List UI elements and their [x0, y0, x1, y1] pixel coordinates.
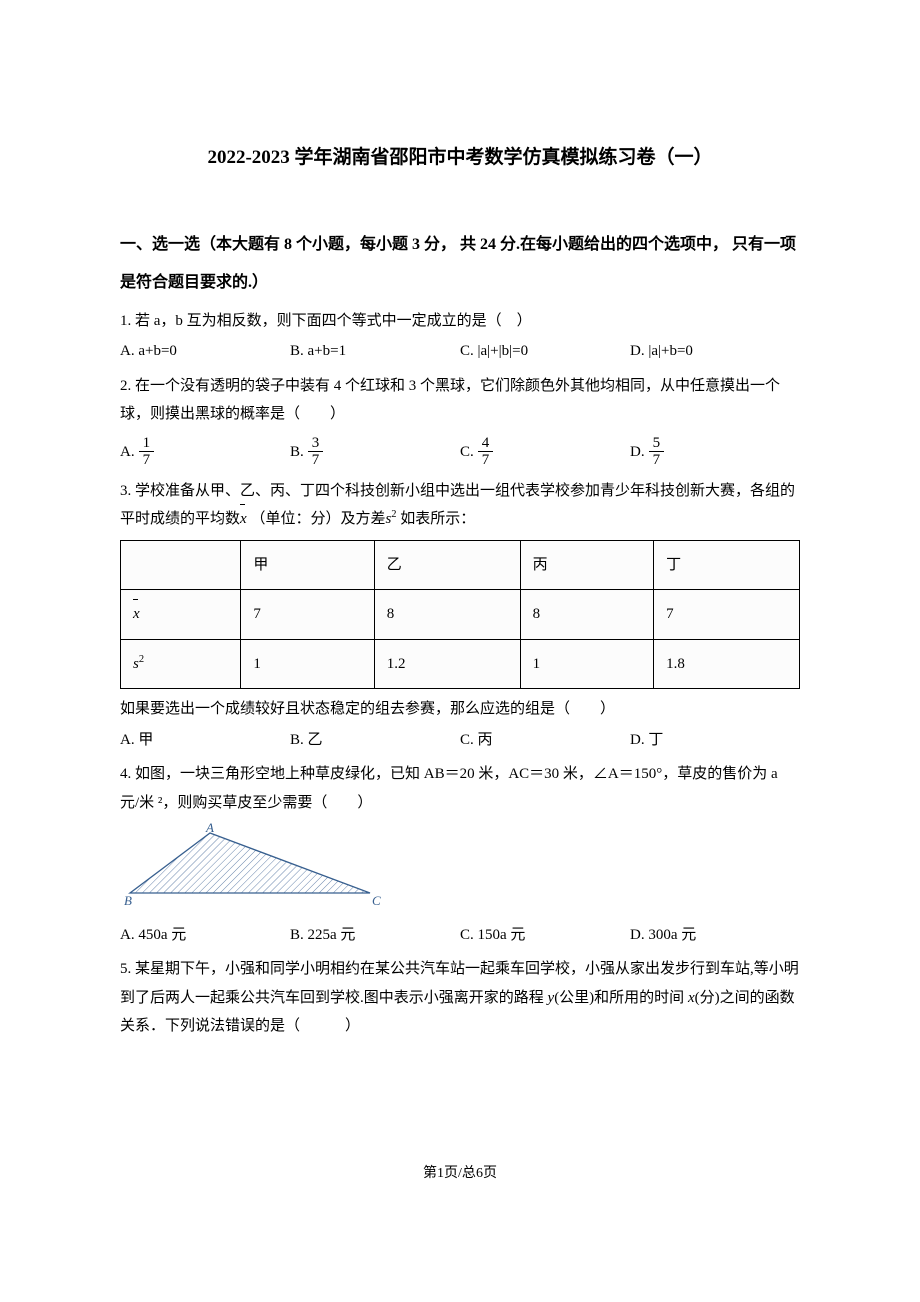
section-1-heading: 一、选一选（本大题有 8 个小题，每小题 3 分， 共 24 分.在每小题给出的… — [120, 226, 800, 303]
q5-stem-mid: (公里)和所用的时间 — [554, 990, 688, 1006]
question-4-options: A. 450a 元 B. 225a 元 C. 150a 元 D. 300a 元 — [120, 921, 800, 950]
q2-opt-a-label: A. — [120, 438, 135, 467]
table-row: x 7 8 8 7 — [121, 590, 800, 640]
q1-opt-a: A. a+b=0 — [120, 337, 290, 366]
q3-opt-d: D. 丁 — [630, 726, 800, 755]
question-3-stem2: 如果要选出一个成绩较好且状态稳定的组去参赛，那么应选的组是（ ） — [120, 695, 800, 724]
question-1-options: A. a+b=0 B. a+b=1 C. |a|+|b|=0 D. |a|+b=… — [120, 337, 800, 366]
q2-opt-b-label: B. — [290, 438, 304, 467]
footer-total: 6 — [476, 1166, 483, 1181]
q4-opt-b: B. 225a 元 — [290, 921, 460, 950]
q2-opt-c: C. 4 7 — [460, 435, 630, 469]
q1-opt-c: C. |a|+|b|=0 — [460, 337, 630, 366]
exam-page: 2022-2023 学年湖南省邵阳市中考数学仿真模拟练习卷（一） 一、选一选（本… — [0, 0, 920, 1247]
question-2-options: A. 1 7 B. 3 7 C. 4 7 D. 5 7 — [120, 435, 800, 469]
fraction: 5 7 — [649, 435, 665, 469]
q2-opt-b: B. 3 7 — [290, 435, 460, 469]
triangle-icon: A B C — [120, 823, 390, 908]
td: 8 — [520, 590, 653, 640]
td: 1.2 — [374, 639, 520, 689]
fraction-den: 7 — [478, 452, 494, 469]
q3-data-table: 甲 乙 丙 丁 x 7 8 8 7 s2 1 1.2 1 1.8 — [120, 540, 800, 690]
question-1-stem: 1. 若 a，b 互为相反数，则下面四个等式中一定成立的是（ ） — [120, 307, 800, 336]
q2-opt-d: D. 5 7 — [630, 435, 800, 469]
footer-page: 1 — [437, 1166, 444, 1181]
question-5-stem: 5. 某星期下午，小强和同学小明相约在某公共汽车站一起乘车回学校，小强从家出发步… — [120, 955, 800, 1041]
fraction-den: 7 — [649, 452, 665, 469]
x-var: x — [688, 990, 695, 1006]
triangle-C-label: C — [372, 893, 381, 908]
th-bing: 丙 — [520, 540, 653, 590]
fraction-den: 7 — [139, 452, 155, 469]
q4-opt-d: D. 300a 元 — [630, 921, 800, 950]
triangle-A-label: A — [205, 823, 214, 835]
page-footer: 第1页/总6页 — [120, 1161, 800, 1188]
fraction-num: 5 — [649, 435, 665, 453]
td: 8 — [374, 590, 520, 640]
td-xbar: x — [121, 590, 241, 640]
question-3-options: A. 甲 B. 乙 C. 丙 D. 丁 — [120, 726, 800, 755]
q3-opt-c: C. 丙 — [460, 726, 630, 755]
fraction-num: 1 — [139, 435, 155, 453]
q1-opt-d: D. |a|+b=0 — [630, 337, 800, 366]
td: 1.8 — [654, 639, 800, 689]
td-s2: s2 — [121, 639, 241, 689]
x-bar-symbol: x — [240, 505, 247, 534]
q3-stem-post: 如表所示： — [400, 511, 475, 527]
td: 1 — [241, 639, 374, 689]
th-blank — [121, 540, 241, 590]
q3-opt-b: B. 乙 — [290, 726, 460, 755]
triangle-B-label: B — [124, 893, 132, 908]
question-4-stem: 4. 如图，一块三角形空地上种草皮绿化，已知 AB＝20 米，AC＝30 米，∠… — [120, 760, 800, 817]
td: 1 — [520, 639, 653, 689]
fraction-num: 3 — [308, 435, 324, 453]
q4-opt-a: A. 450a 元 — [120, 921, 290, 950]
fraction: 4 7 — [478, 435, 494, 469]
fraction-den: 7 — [308, 452, 324, 469]
question-2-stem: 2. 在一个没有透明的袋子中装有 4 个红球和 3 个黑球，它们除颜色外其他均相… — [120, 372, 800, 429]
question-3-stem: 3. 学校准备从甲、乙、丙、丁四个科技创新小组中选出一组代表学校参加青少年科技创… — [120, 477, 800, 534]
q3-opt-a: A. 甲 — [120, 726, 290, 755]
table-row: 甲 乙 丙 丁 — [121, 540, 800, 590]
q4-triangle-figure: A B C — [120, 823, 800, 919]
td: 7 — [654, 590, 800, 640]
fraction-num: 4 — [478, 435, 494, 453]
fraction: 3 7 — [308, 435, 324, 469]
footer-post: 页 — [483, 1166, 497, 1181]
q2-opt-d-label: D. — [630, 438, 645, 467]
footer-mid: 页/总 — [444, 1166, 476, 1181]
page-title: 2022-2023 学年湖南省邵阳市中考数学仿真模拟练习卷（一） — [120, 140, 800, 176]
q1-opt-b: B. a+b=1 — [290, 337, 460, 366]
table-row: s2 1 1.2 1 1.8 — [121, 639, 800, 689]
q3-stem-mid: （单位：分）及方差 — [250, 511, 385, 527]
td: 7 — [241, 590, 374, 640]
th-ding: 丁 — [654, 540, 800, 590]
q4-opt-c: C. 150a 元 — [460, 921, 630, 950]
q2-opt-c-label: C. — [460, 438, 474, 467]
th-jia: 甲 — [241, 540, 374, 590]
fraction: 1 7 — [139, 435, 155, 469]
q2-opt-a: A. 1 7 — [120, 435, 290, 469]
th-yi: 乙 — [374, 540, 520, 590]
footer-pre: 第 — [423, 1166, 437, 1181]
